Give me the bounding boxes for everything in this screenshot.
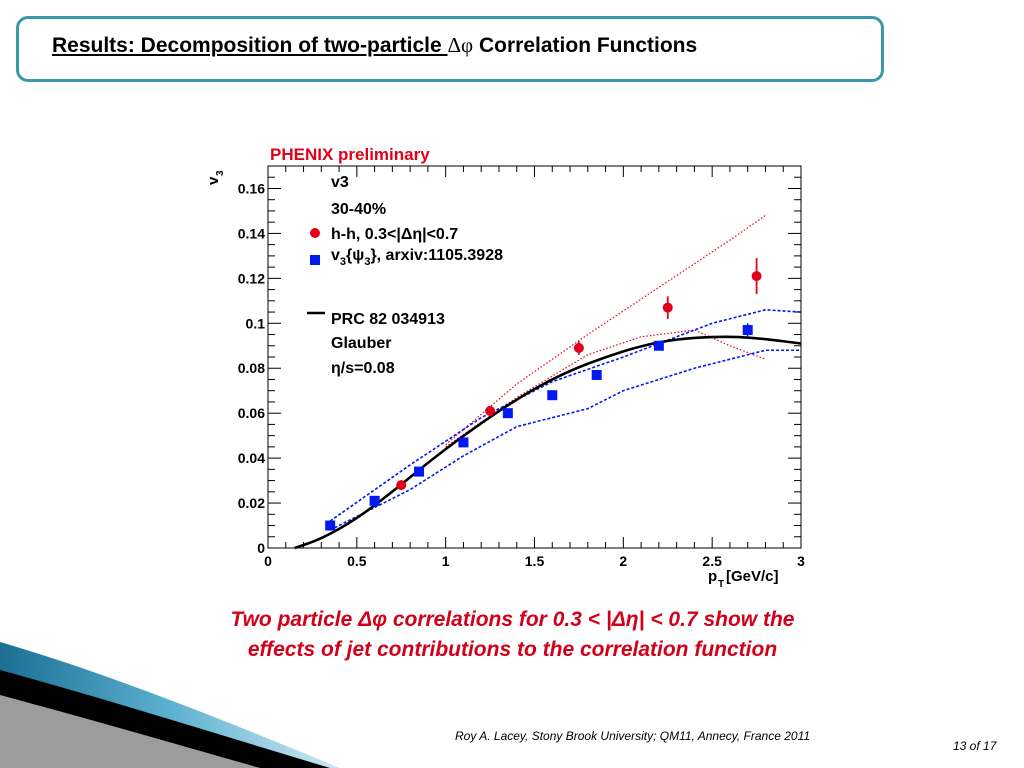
y-tick-label: 0.12 xyxy=(238,270,265,286)
caption-line-1: Two particle Δφ correlations for 0.3 < |… xyxy=(230,608,795,631)
title-part-2: Δφ xyxy=(447,33,474,57)
y-tick-label: 0.02 xyxy=(238,495,265,511)
decorative-swoosh xyxy=(0,642,340,768)
y-tick-label: 0.14 xyxy=(238,225,265,241)
hh-point xyxy=(751,271,762,282)
x-tick-label: 1.5 xyxy=(525,553,545,569)
ep-point xyxy=(653,340,664,351)
x-tick-label: 1 xyxy=(442,553,450,569)
x-axis-label-sub: T xyxy=(718,579,724,590)
legend-hh-marker xyxy=(310,228,320,238)
band-hh_upper xyxy=(445,214,766,446)
ep-point xyxy=(742,325,753,336)
slide-title: Results: Decomposition of two-particle Δ… xyxy=(52,33,697,58)
legend-ep-marker xyxy=(310,255,320,265)
y-tick-label: 0.1 xyxy=(246,315,266,331)
theory-curve xyxy=(294,335,802,550)
x-tick-label: 0 xyxy=(264,553,272,569)
ep-point xyxy=(325,520,336,531)
title-part-1: Results: Decomposition of two-particle xyxy=(52,34,448,57)
caption-line-2: effects of jet contributions to the corr… xyxy=(247,638,778,661)
y-tick-label: 0.08 xyxy=(238,360,265,376)
hh-point xyxy=(485,405,496,416)
hh-point xyxy=(396,480,407,491)
ep-point xyxy=(369,495,380,506)
x-tick-label: 2.5 xyxy=(702,553,722,569)
chart-title: PHENIX preliminary xyxy=(270,145,430,164)
y-axis-label: v3 xyxy=(205,170,226,185)
y-tick-label: 0.04 xyxy=(238,450,265,466)
ep-point xyxy=(414,466,425,477)
ep-point xyxy=(591,369,602,380)
legend-centrality: 30-40% xyxy=(331,201,386,218)
title-frame xyxy=(16,16,884,82)
ep-point xyxy=(458,437,469,448)
title-part-3: Correlation Functions xyxy=(473,34,698,57)
slide-caption: Two particle Δφ correlations for 0.3 < |… xyxy=(140,605,885,665)
page-number: 13 of 17 xyxy=(953,739,997,753)
ep-point xyxy=(502,408,513,419)
band-ep_lower xyxy=(329,349,801,531)
legend-theory-ref: PRC 82 034913 xyxy=(331,311,445,328)
legend-theory-etas: η/s=0.08 xyxy=(331,360,395,377)
footer-credit: Roy A. Lacey, Stony Brook University; QM… xyxy=(455,729,811,743)
hh-point xyxy=(573,343,584,354)
x-axis-label-text: p xyxy=(708,568,717,585)
y-axis-label-text: v xyxy=(205,176,222,185)
swoosh-gray xyxy=(0,695,260,768)
y-tick-label: 0.16 xyxy=(238,180,265,196)
x-tick-label: 3 xyxy=(797,553,805,569)
ep-point xyxy=(547,390,558,401)
x-tick-label: 2 xyxy=(619,553,627,569)
x-axis-label-unit: [GeV/c] xyxy=(726,568,779,585)
x-tick-label: 0.5 xyxy=(347,553,367,569)
y-tick-label: 0.06 xyxy=(238,405,265,421)
band-ep_upper xyxy=(329,309,802,522)
hh-point xyxy=(662,302,673,313)
legend-hh-label: h-h, 0.3<|Δη|<0.7 xyxy=(331,226,458,243)
plot-frame xyxy=(267,165,802,549)
y-axis-label-sub: 3 xyxy=(215,170,226,176)
band-hh_lower xyxy=(445,329,766,448)
y-tick-label: 0 xyxy=(257,540,265,556)
legend-ep-label: v3{ψ3}, arxiv:1105.3928 xyxy=(331,247,503,268)
legend-theory-model: Glauber xyxy=(331,335,391,352)
legend-v3: v3 xyxy=(331,174,349,191)
v3-chart: 0 0.5 1 1.5 2 2.5 3 0 0.02 0.04 0.06 0.08 0.1 0.12 0.1… xyxy=(205,145,805,590)
